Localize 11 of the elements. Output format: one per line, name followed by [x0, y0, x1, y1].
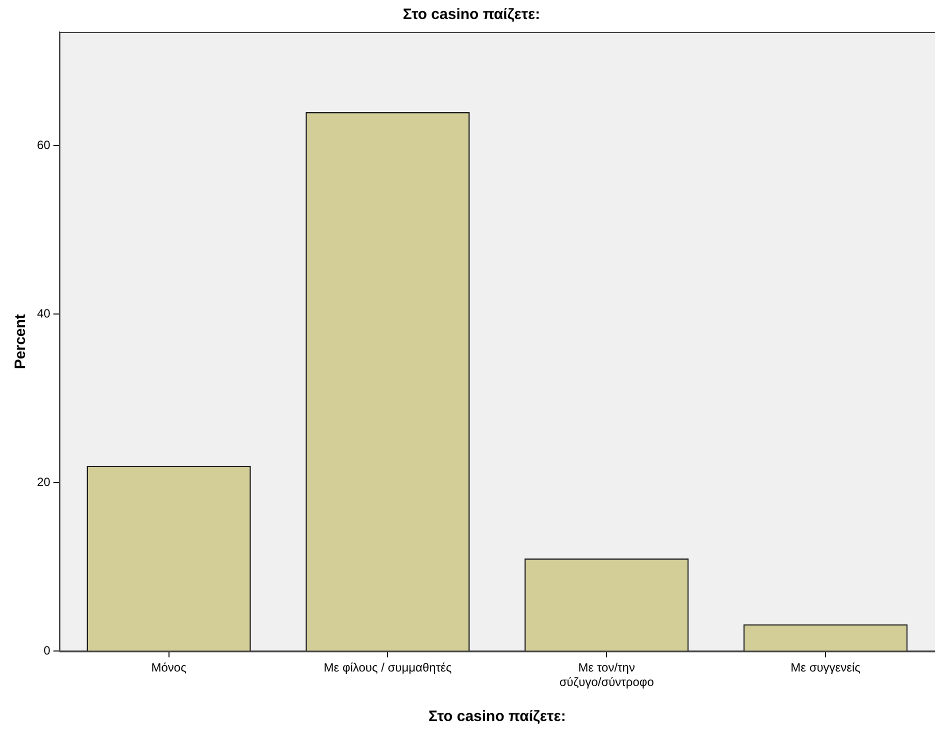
- y-tick-label: 40: [36, 306, 51, 321]
- chart-title: Στο casino παίζετε:: [402, 6, 540, 24]
- y-tick-label: 20: [36, 475, 51, 490]
- y-tick-label: 0: [44, 644, 51, 658]
- x-axis-title: Στο casino παίζετε:: [428, 708, 566, 726]
- x-tick-label: Με συγγενείς: [790, 660, 861, 675]
- x-tick-label: Με φίλους / συμμαθητές: [324, 660, 452, 675]
- x-tick-label: Μόνος: [151, 660, 187, 675]
- y-axis-title: Percent: [12, 314, 30, 370]
- y-tick-label: 60: [36, 138, 51, 152]
- x-tick-label: Με τον/την σύζυγο/σύντροφο: [559, 660, 654, 690]
